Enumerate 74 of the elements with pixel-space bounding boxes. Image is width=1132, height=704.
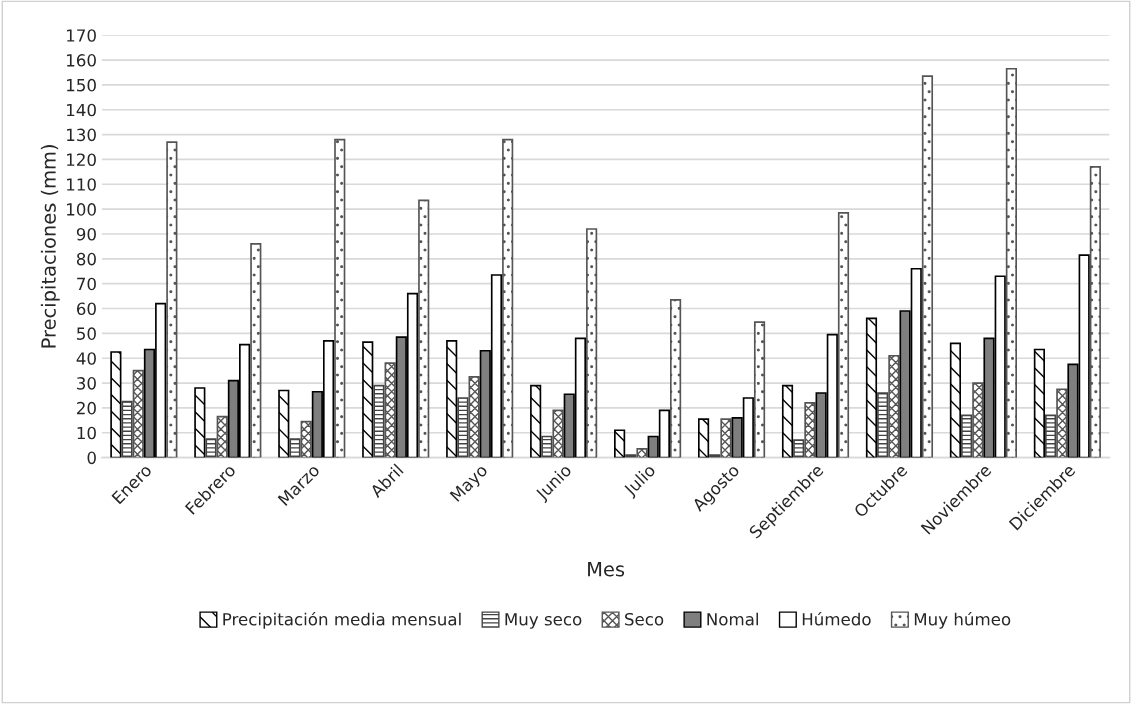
bar: [289, 438, 301, 458]
bar: [793, 439, 805, 458]
bar: [278, 389, 290, 458]
y-axis-title: Precipitaciones (mm): [40, 145, 60, 348]
bar: [300, 420, 312, 458]
bar: [1033, 348, 1045, 458]
y-tick-label: 150: [67, 78, 96, 92]
bar: [446, 339, 458, 458]
bar: [530, 384, 542, 458]
bar: [636, 448, 648, 458]
bar: [709, 454, 721, 458]
y-tick-label: 90: [76, 227, 96, 241]
bar: [250, 243, 262, 458]
bar: [110, 351, 122, 458]
bar: [541, 435, 553, 458]
y-tick-label: 10: [77, 426, 96, 440]
y-tick-label: 60: [76, 302, 96, 316]
bar: [697, 418, 710, 458]
y-tick-label: 110: [67, 178, 96, 191]
legend-label: Nomal: [707, 612, 758, 626]
bar: [888, 354, 900, 458]
bar: [972, 382, 984, 458]
bar: [552, 409, 564, 458]
bar: [804, 402, 816, 458]
legend-label: Muy seco: [505, 613, 582, 629]
y-tick-label: 0: [87, 451, 96, 465]
bar: [468, 376, 480, 458]
bar: [961, 414, 973, 458]
bar: [837, 212, 850, 458]
legend-label: Muy húmeo: [914, 611, 1011, 629]
bar: [384, 362, 396, 458]
legend-label: Húmedo: [802, 611, 871, 626]
bar: [1005, 67, 1018, 458]
y-tick-label: 130: [67, 128, 96, 142]
bar: [457, 397, 469, 458]
bar: [194, 387, 206, 458]
y-tick-label: 50: [77, 327, 96, 340]
bar: [921, 75, 934, 458]
bar: [1044, 414, 1057, 458]
y-tick-label: 120: [67, 153, 96, 166]
bar: [373, 384, 385, 458]
bar: [205, 438, 217, 458]
y-tick-label: 80: [76, 252, 96, 266]
bar: [1089, 166, 1101, 458]
legend-label: Seco: [625, 612, 664, 626]
y-tick-label: 20: [77, 401, 96, 415]
bar: [865, 317, 878, 458]
x-axis-title: Mes: [588, 562, 625, 577]
y-tick-label: 160: [67, 54, 96, 67]
bar: [418, 199, 430, 458]
bar: [502, 138, 514, 458]
y-tick-label: 140: [67, 103, 96, 117]
bar: [614, 429, 626, 458]
bar: [362, 341, 374, 458]
bar: [216, 415, 228, 458]
bar: [586, 228, 598, 458]
bar: [949, 342, 962, 458]
bar: [753, 321, 766, 458]
y-tick-label: 40: [76, 352, 96, 365]
bar: [334, 138, 346, 458]
bar: [781, 384, 794, 458]
bar: [121, 400, 133, 458]
legend-label: Precipitación media mensual: [223, 611, 461, 629]
y-tick-label: 70: [77, 277, 96, 291]
y-tick-label: 100: [67, 203, 96, 216]
bar: [720, 418, 732, 458]
bar: [625, 454, 637, 458]
bar: [877, 392, 889, 458]
bar: [166, 141, 178, 458]
y-tick-label: 30: [77, 377, 96, 390]
bar: [1056, 388, 1068, 458]
bar: [132, 369, 144, 458]
bar: [669, 298, 682, 458]
y-tick-label: 170: [67, 29, 96, 42]
